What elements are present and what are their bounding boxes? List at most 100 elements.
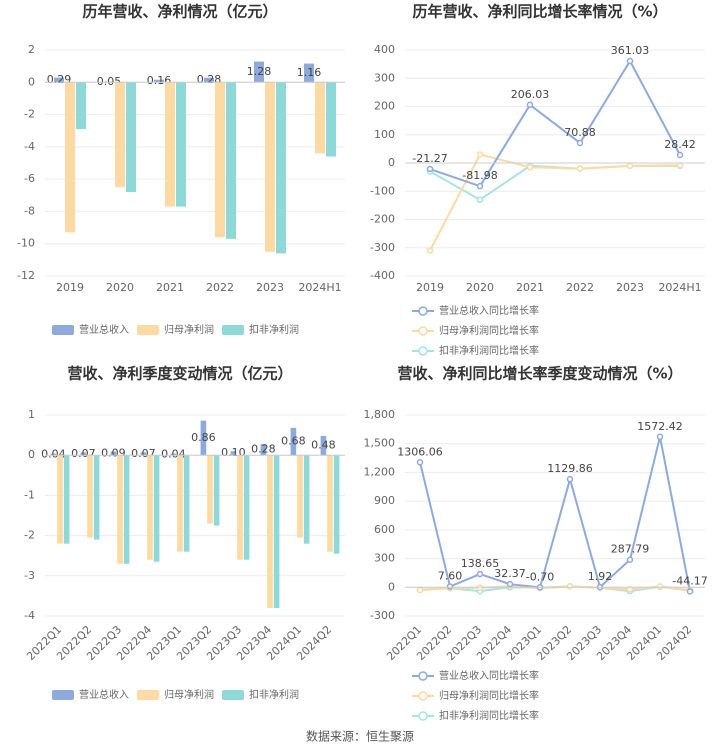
data-label: 1572.42 [637, 420, 683, 433]
data-label: 0.86 [191, 431, 216, 444]
data-label: 0.48 [311, 439, 336, 452]
point [686, 588, 694, 595]
point [476, 182, 484, 190]
x-tick-label: 2021 [156, 281, 184, 294]
bar [50, 453, 57, 456]
x-tick-label: 2023 [616, 281, 644, 294]
data-label: 28.42 [664, 138, 696, 151]
legend-label: 扣非净利润同比增长率 [439, 709, 539, 722]
data-label: 7.60 [438, 570, 463, 583]
bar [333, 455, 340, 554]
point [476, 196, 484, 203]
legend-marker [418, 691, 428, 701]
legend-marker [137, 325, 159, 335]
legend-marker [137, 690, 159, 700]
legend-marker [418, 306, 428, 316]
y-tick-label: 300 [374, 552, 395, 565]
y-tick-label: -400 [370, 269, 395, 282]
bar [123, 455, 130, 564]
point [426, 165, 434, 173]
y-tick-label: -200 [370, 213, 395, 226]
chart-title: 营收、净利同比增长率季度变动情况（%） [397, 365, 682, 383]
bar [147, 455, 153, 560]
bar [115, 82, 125, 188]
y-tick-label: -2 [24, 108, 35, 121]
bar [87, 455, 93, 538]
y-tick-label: 0 [28, 448, 35, 461]
y-tick-label: -300 [370, 241, 395, 254]
point [656, 433, 664, 441]
legend-marker [418, 326, 428, 336]
bar [267, 455, 273, 608]
bar [170, 453, 177, 456]
bar [204, 77, 214, 83]
bar [213, 455, 220, 526]
data-label: -21.27 [412, 152, 447, 165]
legend-label: 营业总收入同比增长率 [439, 304, 539, 317]
legend-marker [418, 711, 428, 721]
data-label: 206.03 [511, 88, 550, 101]
x-tick-label: 2024H1 [658, 281, 701, 294]
legend-label: 归母净利润 [164, 688, 214, 701]
y-tick-label: -300 [370, 609, 395, 622]
legend-label: 归母净利润 [164, 323, 214, 336]
legend-marker [418, 671, 428, 681]
x-tick-label: 2021 [516, 281, 544, 294]
y-tick-label: 0 [388, 580, 395, 593]
data-label: 0.28 [251, 443, 276, 456]
y-tick-label: -8 [24, 204, 35, 217]
y-tick-label: -10 [17, 237, 35, 250]
bar [226, 82, 236, 239]
legend-marker [52, 690, 74, 700]
x-tick-label: 2020 [466, 281, 494, 294]
point [566, 583, 574, 590]
y-tick-label: 0 [388, 156, 395, 169]
bar [215, 82, 225, 238]
bar [327, 455, 333, 552]
x-tick-label: 2022 [206, 281, 234, 294]
data-label: 138.65 [461, 557, 500, 570]
point [426, 247, 434, 254]
bar [290, 427, 297, 456]
bar [57, 455, 63, 544]
data-label: -81.98 [462, 169, 497, 182]
legend-label: 营业总收入 [79, 688, 129, 701]
data-label: -0.70 [526, 570, 554, 583]
bar [93, 455, 100, 540]
y-tick-label: 0 [28, 75, 35, 88]
point [626, 57, 634, 65]
point [566, 475, 574, 483]
point [576, 165, 584, 172]
legend-label: 扣非净利润 [249, 323, 299, 336]
y-tick-label: 900 [374, 494, 395, 507]
bar [230, 451, 237, 456]
legend-label: 营业总收入 [79, 323, 129, 336]
bar [297, 455, 303, 538]
y-tick-label: -6 [24, 172, 35, 185]
point [506, 580, 514, 588]
bar [63, 455, 70, 544]
y-tick-label: 2 [28, 43, 35, 56]
bar [303, 455, 310, 544]
data-label: -44.17 [672, 575, 707, 588]
y-tick-label: 1,800 [364, 408, 396, 421]
bar [154, 79, 164, 83]
y-tick-label: 400 [374, 43, 395, 56]
y-tick-label: -12 [17, 269, 35, 282]
legend-label: 归母净利润同比增长率 [439, 689, 539, 702]
point [526, 101, 534, 109]
legend-marker [222, 325, 244, 335]
y-tick-label: -100 [370, 184, 395, 197]
legend-marker [418, 346, 428, 356]
bar [276, 82, 286, 254]
point [626, 585, 634, 593]
chart-title: 历年营收、净利同比增长率情况（%） [412, 3, 667, 21]
bar [243, 455, 250, 560]
bar [237, 455, 243, 560]
y-tick-label: -3 [24, 569, 35, 582]
x-tick-label: 2023 [256, 281, 284, 294]
bar [183, 455, 190, 552]
point [476, 570, 484, 578]
point [626, 556, 634, 563]
